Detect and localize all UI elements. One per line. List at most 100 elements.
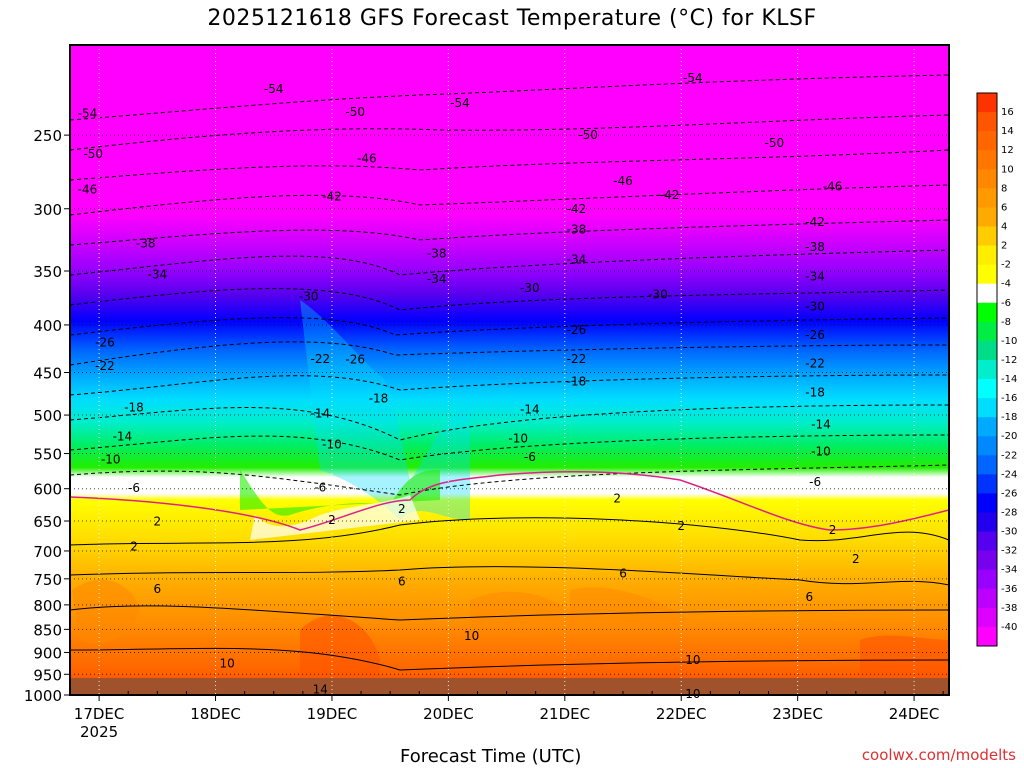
credit-link[interactable]: coolwx.com/modelts <box>861 746 1016 764</box>
colorbar-swatch <box>977 264 997 285</box>
y-tick-label: 250 <box>33 127 62 145</box>
contour-label: 6 <box>398 574 406 588</box>
contour-label: -26 <box>805 328 825 342</box>
contour-label: 2 <box>153 515 161 529</box>
y-tick-label: 800 <box>33 597 62 615</box>
y-tick-label: 900 <box>33 644 62 662</box>
contour-labels: -54 -50 -46 -42 -38 -34 -30 -26 -22 -18 -14 -10 -6 -5… <box>78 71 860 701</box>
contour-label: -14 <box>113 429 133 443</box>
y-tick-label: 850 <box>33 621 62 639</box>
contour-label: -54 <box>450 96 470 110</box>
colorbar-label: -40 <box>1001 622 1017 633</box>
y-tick-label: 400 <box>33 317 62 335</box>
colorbar-label: 10 <box>1001 164 1014 175</box>
positive-contours <box>70 517 949 671</box>
colorbar-label: -32 <box>1001 546 1017 557</box>
colorbar-label: -24 <box>1001 469 1017 480</box>
colorbar-swatch <box>977 417 997 437</box>
colorbar-swatch <box>977 474 997 494</box>
y-tick-label: 350 <box>33 263 62 281</box>
colorbar-swatch <box>977 626 997 647</box>
colorbar-label: 12 <box>1001 145 1014 156</box>
x-tick-label: 23DEC <box>772 705 823 723</box>
colorbar-label: 8 <box>1001 183 1007 194</box>
y-axis: 250 300 350 400 450 500 550 600 650 700 750 800 850 9… <box>24 127 70 705</box>
colorbar-swatch <box>977 436 997 456</box>
colorbar-label: -8 <box>1001 317 1011 328</box>
contour-label: -38 <box>136 237 156 251</box>
colorbar-label: -16 <box>1001 393 1017 404</box>
x-tick-label: 17DEC <box>74 705 125 723</box>
contour-label: -50 <box>578 128 598 142</box>
colorbar-swatch <box>977 493 997 514</box>
contour-label: -22 <box>567 352 587 366</box>
y-tick-label: 550 <box>33 446 62 464</box>
y-tick-label: 950 <box>33 666 62 684</box>
contour-label: -42 <box>322 189 342 203</box>
contour-label: -50 <box>345 105 365 119</box>
colorbar: 16 14 12 10 8 6 4 2 -2 -4 -6 -8 -10 -12 -14 -16 -18 -20 -2… <box>976 92 1017 647</box>
contour-label: -26 <box>345 353 365 367</box>
colorbar-label: 6 <box>1001 202 1007 213</box>
colorbar-label: -6 <box>1001 298 1011 309</box>
colorbar-swatch <box>977 207 997 227</box>
colorbar-swatch <box>977 321 997 342</box>
colorbar-swatch <box>977 169 997 189</box>
contour-label: -14 <box>811 418 831 432</box>
colorbar-label: -4 <box>1001 279 1011 290</box>
colorbar-swatch <box>977 531 997 552</box>
colorbar-swatch <box>977 379 997 399</box>
colorbar-swatch <box>977 131 997 151</box>
contour-label: -46 <box>823 180 843 194</box>
contour-label: -18 <box>567 374 587 388</box>
contour-label: -34 <box>567 252 587 266</box>
contour-label: -22 <box>805 356 825 370</box>
contour-label: 2 <box>130 539 138 553</box>
y-tick-label: 750 <box>33 571 62 589</box>
contour-label: -22 <box>311 352 331 366</box>
colorbar-swatch <box>977 607 997 628</box>
trough-feature <box>72 300 949 690</box>
contour-label: -38 <box>427 246 447 260</box>
contour-label: -14 <box>311 406 331 420</box>
colorbar-label: -26 <box>1001 488 1017 499</box>
colorbar-label: 4 <box>1001 221 1007 232</box>
plot-border <box>69 44 950 696</box>
contour-label: -6 <box>128 481 140 495</box>
contour-label: -26 <box>95 336 115 350</box>
contour-label: -34 <box>427 272 447 286</box>
colorbar-swatch <box>977 150 997 170</box>
contour-label: 14 <box>313 682 328 696</box>
x-tick-label: 21DEC <box>540 705 591 723</box>
x-tick-label: 20DEC <box>423 705 474 723</box>
contour-label: -46 <box>357 152 377 166</box>
colorbar-swatch <box>977 188 997 208</box>
colorbar-swatch <box>977 569 997 590</box>
contour-label: 10 <box>464 629 479 643</box>
contour-label: 10 <box>220 657 235 671</box>
contour-label: -14 <box>520 402 540 416</box>
colorbar-label: -14 <box>1001 374 1017 385</box>
contour-label: -10 <box>101 452 121 466</box>
y-tick-label: 450 <box>33 365 62 383</box>
contour-label: 10 <box>685 653 700 667</box>
y-tick-label: 600 <box>33 481 62 499</box>
contour-label: -42 <box>805 215 825 229</box>
contour-label: -46 <box>613 174 633 188</box>
x-tick-label: 19DEC <box>307 705 358 723</box>
contour-label: 6 <box>153 582 161 596</box>
contour-label: 2 <box>829 523 837 537</box>
contour-label: -10 <box>508 432 528 446</box>
colorbar-label: 16 <box>1001 107 1014 118</box>
colorbar-label: -10 <box>1001 336 1017 347</box>
colorbar-swatch <box>977 112 997 132</box>
colorbar-label: -30 <box>1001 527 1017 538</box>
colorbar-label: -2 <box>1001 260 1011 271</box>
colorbar-border <box>976 92 998 647</box>
contour-label: -22 <box>95 359 115 373</box>
x-axis: 17DEC 18DEC 19DEC 20DEC 21DEC 22DEC 23DEC 24DEC… <box>69 691 944 741</box>
colorbar-swatch <box>977 512 997 533</box>
contour-label: -6 <box>314 480 326 494</box>
colorbar-swatch <box>977 340 997 361</box>
